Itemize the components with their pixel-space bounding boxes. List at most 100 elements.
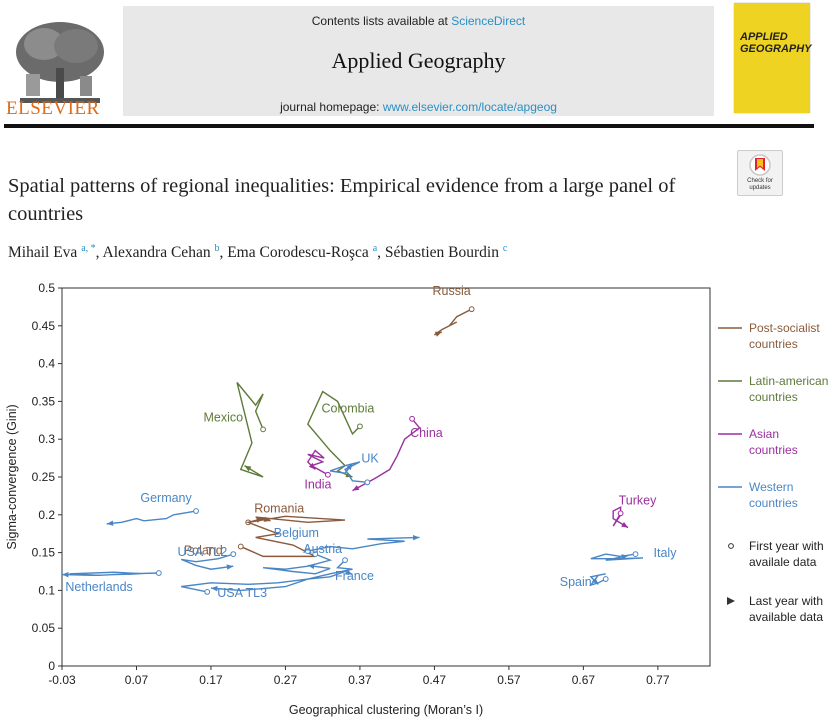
bookmark-icon (749, 154, 771, 176)
badge-line-2: updates (749, 185, 771, 191)
author-affiliation[interactable]: b (214, 243, 220, 254)
y-tick-label: 0.4 (38, 357, 55, 371)
series-line (240, 517, 316, 558)
series-line (434, 308, 472, 336)
series-last-arrow (62, 571, 69, 578)
publisher-wordmark[interactable]: ELSEVIER (6, 98, 100, 119)
series-label: UK (361, 451, 379, 465)
series-line (307, 536, 420, 552)
series-line (61, 571, 159, 576)
series-first-point (312, 551, 319, 558)
y-tick-label: 0.15 (32, 546, 56, 560)
series-label: Spain (560, 575, 592, 589)
series-label: Colombia (322, 401, 375, 415)
author-separator: , (219, 244, 228, 262)
author-affiliation[interactable]: a, * (81, 243, 96, 254)
series-first-point (204, 589, 211, 595)
cover-line-2: GEOGRAPHY (740, 43, 812, 55)
series-label: China (410, 426, 443, 440)
series-first-point (468, 306, 475, 313)
series-last-arrow (434, 331, 442, 337)
series-line (329, 461, 368, 483)
series-label: Belgium (274, 526, 319, 540)
author-affiliation[interactable]: c (502, 243, 508, 254)
journal-banner: Contents lists available at ScienceDirec… (123, 6, 714, 116)
x-tick-label: 0.67 (572, 673, 596, 687)
x-tick-label: 0.77 (646, 673, 670, 687)
series-label: France (335, 569, 374, 583)
legend-label: countries (749, 337, 798, 351)
series-label: Poland (184, 544, 223, 558)
figure-chart: 0 0.05 0.1 0.15 0.2 0.25 0.3 0.35 0.4 0.45 0.5 -0.0… (0, 278, 837, 719)
journal-title[interactable]: Applied Geography (331, 48, 506, 73)
series-first-point (260, 426, 267, 433)
series-label: USA TL2 (177, 545, 227, 559)
elsevier-tree-logo (6, 18, 114, 108)
y-tick-label: 0 (48, 659, 55, 673)
series-line (180, 553, 234, 570)
series-line (590, 553, 644, 561)
author-name[interactable]: Mihail Eva (8, 244, 78, 262)
series-label: USA TL3 (217, 586, 267, 600)
scatter-trajectory-chart: 0 0.05 0.1 0.15 0.2 0.25 0.3 0.35 0.4 0.45 0.5 -0.0… (5, 281, 828, 717)
legend-label: Latin-american (749, 374, 828, 388)
author-name[interactable]: Ema Corodescu-Roşca (227, 244, 369, 262)
legend-label: countries (749, 443, 798, 457)
header-rule (4, 124, 814, 128)
series-line (352, 418, 421, 492)
series-last-arrow (308, 462, 316, 470)
legend-last-marker (727, 597, 735, 605)
homepage-link[interactable]: www.elsevier.com/locate/apgeog (382, 100, 557, 114)
author-name[interactable]: Sébastien Bourdin (384, 244, 499, 262)
sciencedirect-link[interactable]: ScienceDirect (451, 14, 526, 28)
series-last-arrow (412, 534, 420, 541)
series-first-point (632, 551, 639, 558)
series-first-point (304, 548, 311, 554)
y-tick-label: 0.35 (32, 394, 56, 408)
x-tick-label: 0.37 (348, 673, 372, 687)
author-name[interactable]: Alexandra Cehan (102, 244, 211, 262)
series-last-arrow (591, 577, 599, 585)
x-tick-label: 0.17 (199, 673, 223, 687)
y-tick-label: 0.25 (32, 470, 56, 484)
legend-label: countries (749, 496, 798, 510)
series-last-arrow (345, 569, 353, 575)
article-title: Spatial patterns of regional inequalitie… (8, 175, 676, 225)
series-last-arrow (106, 520, 114, 526)
series-label: Russia (433, 284, 471, 298)
plot-frame (61, 287, 711, 667)
x-tick-label: 0.07 (125, 673, 149, 687)
legend-label: First year with (749, 539, 824, 553)
check-for-updates-badge[interactable]: Check for updates (737, 150, 783, 196)
legend-label: Western (749, 480, 793, 494)
homepage-prefix: journal homepage: (280, 100, 380, 114)
series-first-point (617, 510, 624, 517)
series-line (236, 382, 264, 478)
series-label: Romania (254, 501, 304, 515)
legend-label: Asian (749, 427, 779, 441)
y-tick-label: 0.1 (38, 583, 55, 597)
y-tick-label: 0.45 (32, 319, 56, 333)
journal-cover[interactable]: APPLIED GEOGRAPHY (734, 3, 812, 113)
y-tick-label: 0.3 (38, 432, 55, 446)
series-last-arrow (352, 485, 360, 491)
cover-title: APPLIED GEOGRAPHY (740, 31, 812, 55)
series-line (248, 515, 346, 524)
legend-label: available data (749, 610, 823, 624)
series-line (181, 578, 309, 593)
series-first-point (364, 479, 371, 486)
series-first-point (193, 508, 199, 514)
series-last-arrow (263, 516, 271, 522)
y-axis-label: Sigma-convergence (Gini) (5, 404, 19, 549)
y-tick-label: 0.05 (32, 621, 56, 635)
legend-label: Last year with (749, 594, 823, 608)
cover-line-1: APPLIED (740, 31, 788, 43)
series-first-point (325, 471, 331, 478)
author-affiliation[interactable]: a (372, 243, 378, 254)
series-last-arrow (307, 563, 315, 570)
series-line (106, 510, 197, 525)
series-last-arrow (226, 564, 234, 570)
series-label: Mexico (204, 410, 244, 424)
x-tick-label: -0.03 (48, 673, 76, 687)
x-tick-label: 0.47 (423, 673, 447, 687)
